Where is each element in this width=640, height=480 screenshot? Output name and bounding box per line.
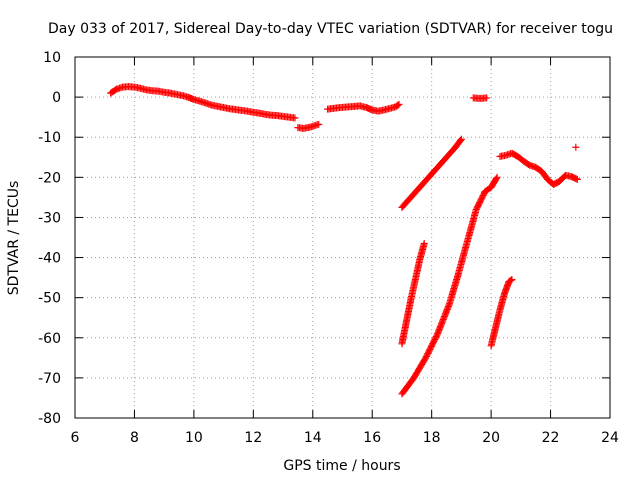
y-tick-label: -20 xyxy=(38,170,61,186)
x-tick-label: 20 xyxy=(482,430,500,446)
data-point xyxy=(420,240,428,248)
plot-frame xyxy=(74,56,611,419)
y-tick-label: -40 xyxy=(38,251,61,267)
y-tick-label: 10 xyxy=(43,50,61,66)
data-point xyxy=(493,173,501,181)
y-tick-label: 0 xyxy=(52,90,61,106)
x-tick-label: 14 xyxy=(304,430,322,446)
y-tick-label: -70 xyxy=(38,371,61,387)
data-point xyxy=(315,120,323,128)
x-tick-label: 16 xyxy=(363,430,381,446)
data-point xyxy=(457,135,465,143)
x-tick-label: 10 xyxy=(185,430,203,446)
data-point xyxy=(508,276,516,284)
y-tick-label: -50 xyxy=(38,291,61,307)
data-series xyxy=(107,83,581,398)
data-point xyxy=(507,276,515,284)
ticks: 6 8 10 12 14 16 18 20 22 24 10 0 -10 -20 -30 -40 -50 -60 -… xyxy=(38,50,619,446)
grid xyxy=(75,57,610,418)
y-tick-label: -80 xyxy=(38,411,61,427)
data-point xyxy=(572,143,580,151)
x-tick-label: 8 xyxy=(130,430,139,446)
x-tick-label: 24 xyxy=(601,430,619,446)
chart-title: Day 033 of 2017, Sidereal Day-to-day VTE… xyxy=(48,21,613,37)
data-point xyxy=(394,101,402,109)
data-point xyxy=(573,175,581,183)
y-tick-label: -30 xyxy=(38,210,61,226)
y-tick-label: -60 xyxy=(38,331,61,347)
x-tick-label: 6 xyxy=(71,430,80,446)
data-point xyxy=(492,175,500,183)
data-point xyxy=(483,94,491,102)
y-tick-label: -10 xyxy=(38,130,61,146)
y-axis-label: SDTVAR / TECUs xyxy=(6,181,22,296)
x-tick-label: 22 xyxy=(542,430,560,446)
x-tick-label: 12 xyxy=(244,430,262,446)
data-point xyxy=(395,100,403,108)
data-point xyxy=(457,136,465,144)
data-point xyxy=(291,114,299,122)
x-axis-label: GPS time / hours xyxy=(283,458,400,474)
x-tick-label: 18 xyxy=(423,430,441,446)
